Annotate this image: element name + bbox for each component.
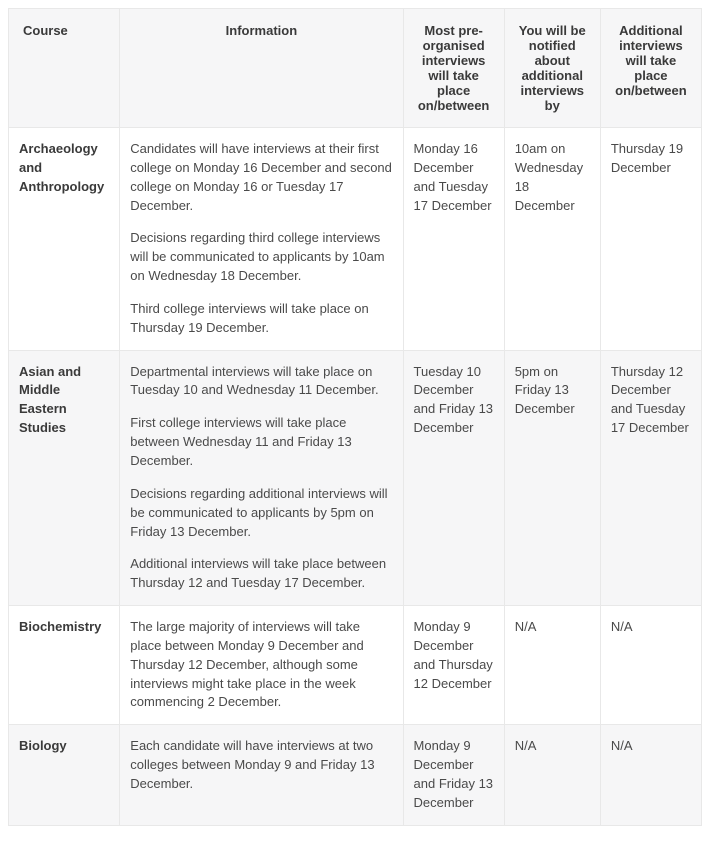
cell-information: Departmental interviews will take place … <box>120 350 403 605</box>
table-row: Archaeology and AnthropologyCandidates w… <box>9 128 702 351</box>
cell-course: Archaeology and Anthropology <box>9 128 120 351</box>
cell-additional: Thursday 19 December <box>600 128 701 351</box>
info-paragraph: Each candidate will have interviews at t… <box>130 737 392 794</box>
cell-course: Biochemistry <box>9 606 120 725</box>
table-header-row: Course Information Most pre-organised in… <box>9 9 702 128</box>
cell-preorganised: Monday 9 December and Friday 13 December <box>403 725 504 825</box>
table-row: BiologyEach candidate will have intervie… <box>9 725 702 825</box>
info-paragraph: Departmental interviews will take place … <box>130 363 392 401</box>
cell-course: Biology <box>9 725 120 825</box>
col-header-additional: Additional interviews will take place on… <box>600 9 701 128</box>
cell-information: The large majority of interviews will ta… <box>120 606 403 725</box>
cell-notified: N/A <box>504 606 600 725</box>
info-paragraph: First college interviews will take place… <box>130 414 392 471</box>
cell-notified: 10am on Wednesday 18 December <box>504 128 600 351</box>
cell-notified: 5pm on Friday 13 December <box>504 350 600 605</box>
cell-preorganised: Monday 9 December and Thursday 12 Decemb… <box>403 606 504 725</box>
cell-additional: N/A <box>600 725 701 825</box>
col-header-course: Course <box>9 9 120 128</box>
cell-course: Asian and Middle Eastern Studies <box>9 350 120 605</box>
info-paragraph: Decisions regarding additional interview… <box>130 485 392 542</box>
cell-information: Candidates will have interviews at their… <box>120 128 403 351</box>
info-paragraph: The large majority of interviews will ta… <box>130 618 392 712</box>
info-paragraph: Third college interviews will take place… <box>130 300 392 338</box>
info-paragraph: Candidates will have interviews at their… <box>130 140 392 215</box>
info-paragraph: Additional interviews will take place be… <box>130 555 392 593</box>
cell-information: Each candidate will have interviews at t… <box>120 725 403 825</box>
col-header-preorganised: Most pre-organised interviews will take … <box>403 9 504 128</box>
col-header-information: Information <box>120 9 403 128</box>
table-row: BiochemistryThe large majority of interv… <box>9 606 702 725</box>
table-row: Asian and Middle Eastern Studies Departme… <box>9 350 702 605</box>
cell-additional: Thursday 12 December and Tuesday 17 Dece… <box>600 350 701 605</box>
interview-schedule-table: Course Information Most pre-organised in… <box>8 8 702 826</box>
table-body: Archaeology and AnthropologyCandidates w… <box>9 128 702 826</box>
cell-preorganised: Tuesday 10 December and Friday 13 Decemb… <box>403 350 504 605</box>
cell-additional: N/A <box>600 606 701 725</box>
col-header-notified: You will be notified about additional in… <box>504 9 600 128</box>
cell-notified: N/A <box>504 725 600 825</box>
cell-preorganised: Monday 16 December and Tuesday 17 Decemb… <box>403 128 504 351</box>
info-paragraph: Decisions regarding third college interv… <box>130 229 392 286</box>
